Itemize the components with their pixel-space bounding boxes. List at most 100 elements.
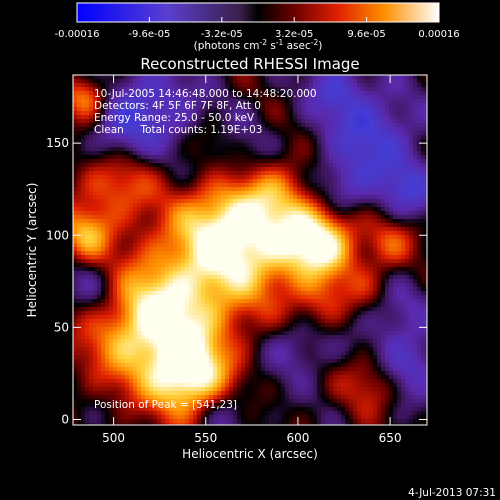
heatmap-cell [193, 331, 198, 336]
heatmap-cell [193, 211, 198, 216]
heatmap-cell [213, 307, 218, 312]
heatmap-cell [237, 235, 242, 240]
heatmap-cell [81, 371, 86, 376]
heatmap-cell [101, 247, 106, 252]
heatmap-cell [233, 151, 238, 156]
heatmap-cell [257, 231, 262, 236]
heatmap-cell [253, 423, 258, 425]
heatmap-cell [201, 275, 206, 280]
heatmap-cell [257, 83, 262, 88]
heatmap-cell [89, 83, 94, 88]
heatmap-cell [181, 179, 186, 184]
heatmap-cell [125, 311, 130, 316]
heatmap-cell [173, 131, 178, 136]
heatmap-cell [249, 127, 254, 132]
heatmap-cell [205, 363, 210, 368]
heatmap-cell [277, 215, 282, 220]
heatmap-cell [181, 87, 186, 92]
heatmap-cell [145, 175, 150, 180]
heatmap-cell [185, 103, 190, 108]
heatmap-cell [201, 255, 206, 260]
heatmap-cell [245, 367, 250, 372]
heatmap-cell [269, 167, 274, 172]
heatmap-cell [89, 171, 94, 176]
heatmap-cell [121, 307, 126, 312]
heatmap-cell [237, 251, 242, 256]
heatmap-cell [193, 411, 198, 416]
heatmap-cell [85, 247, 90, 252]
heatmap-cell [97, 291, 102, 296]
heatmap-cell [293, 331, 298, 336]
heatmap-cell [169, 319, 174, 324]
heatmap-cell [205, 151, 210, 156]
heatmap-cell [293, 303, 298, 308]
heatmap-cell [205, 115, 210, 120]
heatmap-cell [233, 243, 238, 248]
heatmap-cell [261, 107, 266, 112]
heatmap-cell [181, 131, 186, 136]
heatmap-cell [205, 207, 210, 212]
heatmap-cell [73, 183, 78, 188]
heatmap-cell [257, 387, 262, 392]
heatmap-cell [145, 403, 150, 408]
heatmap-cell [133, 383, 138, 388]
heatmap-cell [141, 83, 146, 88]
heatmap-cell [261, 179, 266, 184]
heatmap-cell [93, 411, 98, 416]
heatmap-cell [93, 215, 98, 220]
heatmap-cell [117, 271, 122, 276]
heatmap-cell [81, 163, 86, 168]
heatmap-cell [225, 323, 230, 328]
heatmap-cell [237, 383, 242, 388]
heatmap-cell [205, 327, 210, 332]
heatmap-cell [205, 171, 210, 176]
heatmap-cell [201, 363, 206, 368]
heatmap-cell [197, 359, 202, 364]
heatmap-cell [229, 403, 234, 408]
heatmap-cell [113, 119, 118, 124]
heatmap-cell [253, 375, 258, 380]
heatmap-cell [157, 255, 162, 260]
heatmap-cell [157, 403, 162, 408]
heatmap-cell [269, 139, 274, 144]
heatmap-cell [73, 111, 78, 116]
heatmap-cell [293, 323, 298, 328]
heatmap-cell [185, 379, 190, 384]
heatmap-cell [285, 187, 290, 192]
heatmap-cell [233, 231, 238, 236]
heatmap-cell [261, 75, 266, 80]
heatmap-cell [185, 259, 190, 264]
heatmap-cell [257, 415, 262, 420]
heatmap-cell [273, 407, 278, 412]
heatmap-cell [93, 355, 98, 360]
heatmap-cell [137, 215, 142, 220]
heatmap-cell [89, 331, 94, 336]
heatmap-cell [213, 183, 218, 188]
heatmap-cell [73, 179, 78, 184]
heatmap-cell [293, 251, 298, 256]
heatmap-cell [117, 379, 122, 384]
heatmap-cell [261, 419, 266, 424]
heatmap-cell [177, 275, 182, 280]
heatmap-cell [181, 331, 186, 336]
heatmap-cell [133, 327, 138, 332]
heatmap-cell [293, 123, 298, 128]
heatmap-cell [145, 127, 150, 132]
heatmap-cell [85, 335, 90, 340]
heatmap-cell [277, 123, 282, 128]
heatmap-cell [81, 139, 86, 144]
heatmap-cell [269, 191, 274, 196]
heatmap-cell [253, 99, 258, 104]
heatmap-cell [73, 335, 78, 340]
heatmap-cell [81, 423, 86, 425]
heatmap-cell [197, 395, 202, 400]
heatmap-cell [169, 155, 174, 160]
heatmap-cell [133, 107, 138, 112]
heatmap-cell [213, 167, 218, 172]
heatmap-cell [277, 391, 282, 396]
heatmap-cell [293, 267, 298, 272]
heatmap-cell [193, 387, 198, 392]
heatmap-cell [181, 79, 186, 84]
heatmap-cell [173, 91, 178, 96]
heatmap-cell [273, 239, 278, 244]
